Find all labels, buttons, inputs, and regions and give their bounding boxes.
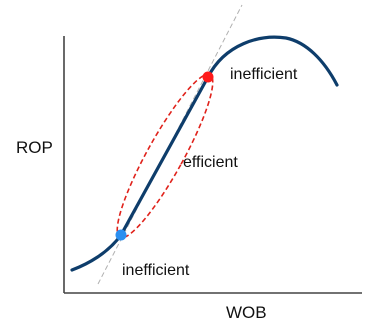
upper-inefficient-label: inefficient xyxy=(230,66,298,83)
lower-inefficient-label: inefficient xyxy=(122,262,190,279)
upper-founder-point xyxy=(202,71,214,83)
performance-curve xyxy=(70,35,339,272)
efficient-label: efficient xyxy=(183,154,238,171)
lower-founder-point xyxy=(115,229,127,241)
y-axis-label: ROP xyxy=(16,138,53,157)
x-axis-label: WOB xyxy=(226,303,267,322)
